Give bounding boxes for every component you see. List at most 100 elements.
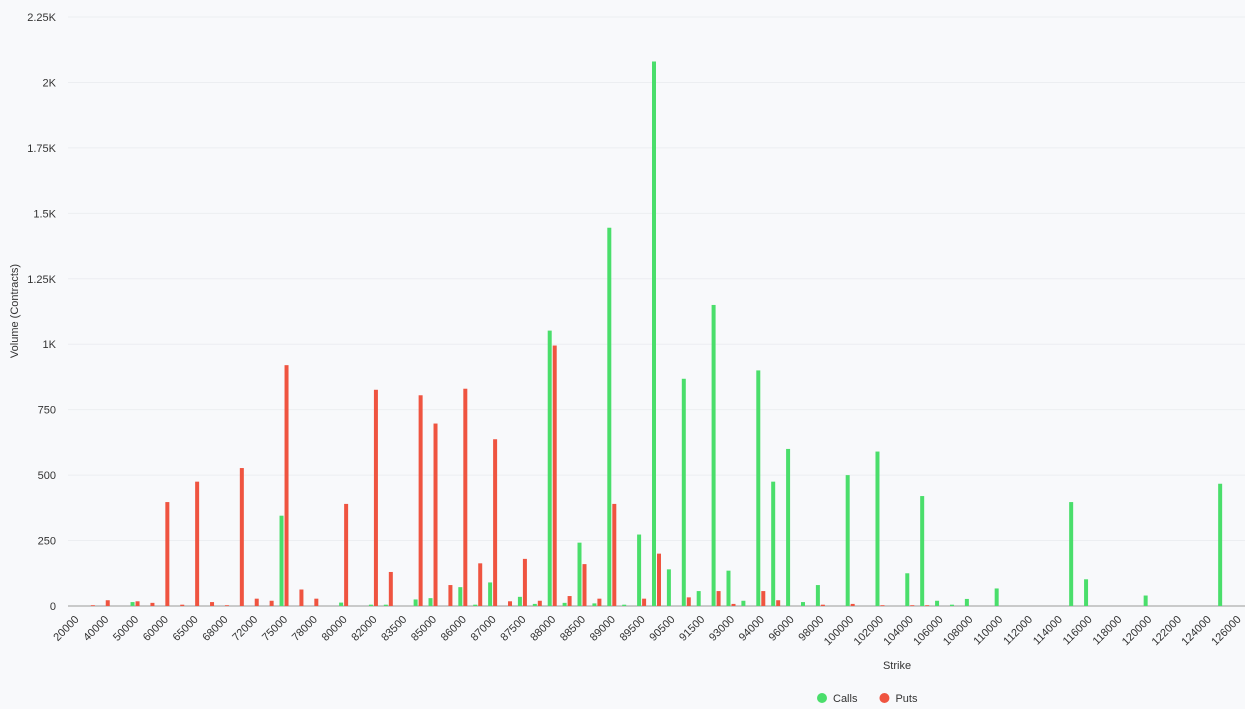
bar [314, 598, 319, 606]
bar [756, 370, 761, 606]
bar [433, 423, 438, 606]
bar [597, 598, 602, 606]
x-tick-label: 83500 [379, 614, 409, 644]
x-tick-label: 100000 [822, 614, 856, 648]
x-tick-label: 122000 [1150, 614, 1184, 648]
bar [567, 596, 572, 606]
x-tick-label: 124000 [1179, 614, 1213, 648]
x-tick-label: 80000 [320, 614, 350, 644]
bar [552, 345, 557, 606]
bar [269, 600, 274, 606]
bar [368, 604, 373, 606]
bar [776, 600, 781, 606]
bar [413, 599, 418, 606]
bar [592, 603, 597, 606]
x-tick-label: 68000 [200, 614, 230, 644]
bar [637, 534, 642, 606]
bar [686, 597, 691, 606]
x-tick-label: 75000 [260, 614, 290, 644]
x-tick-label: 102000 [852, 614, 886, 648]
bar [150, 602, 155, 606]
x-tick-label: 40000 [81, 614, 111, 644]
x-tick-label: 106000 [911, 614, 945, 648]
bar [224, 605, 229, 606]
x-tick-label: 114000 [1031, 614, 1065, 648]
bar [254, 598, 259, 606]
y-tick-label: 2.25K [27, 12, 56, 24]
x-tick-label: 116000 [1061, 614, 1095, 648]
bar [994, 588, 999, 606]
bar [741, 600, 746, 606]
x-tick-label: 60000 [141, 614, 171, 644]
bar [771, 481, 776, 606]
x-tick-label: 87000 [469, 614, 499, 644]
x-tick-label: 118000 [1091, 614, 1125, 648]
y-tick-label: 500 [38, 470, 56, 482]
bar [90, 605, 95, 606]
bar [299, 589, 304, 606]
bar [1143, 595, 1148, 606]
bar [696, 591, 701, 606]
bar [532, 603, 537, 606]
bar [344, 503, 349, 606]
bar [428, 598, 433, 606]
x-tick-label: 72000 [230, 614, 260, 644]
bar [195, 481, 200, 606]
x-tick-label: 110000 [971, 614, 1005, 648]
bar [239, 468, 244, 606]
x-tick-label: 86000 [439, 614, 469, 644]
bar [577, 542, 582, 606]
bar [135, 601, 140, 606]
bar [105, 600, 110, 606]
bar [180, 604, 185, 606]
bar [815, 585, 820, 606]
y-tick-label: 1.5K [33, 208, 56, 220]
bar [517, 596, 522, 606]
bar [448, 585, 453, 606]
bar [383, 604, 388, 606]
y-tick-label: 250 [38, 536, 56, 548]
bar [547, 330, 552, 606]
bar [681, 378, 686, 606]
bar [711, 304, 716, 606]
y-axis-title: Volume (Contracts) [9, 264, 21, 358]
bar [1218, 483, 1223, 606]
bar [130, 602, 135, 606]
bar [850, 603, 855, 606]
legend-label: Puts [895, 693, 918, 705]
x-tick-label: 126000 [1209, 614, 1243, 648]
x-tick-label: 88000 [528, 614, 558, 644]
bar [418, 395, 423, 606]
bar [920, 496, 925, 606]
bar [925, 605, 930, 606]
bar [845, 475, 850, 606]
bar [1084, 579, 1089, 606]
bar [522, 558, 527, 606]
bar [657, 553, 661, 606]
bar [478, 563, 483, 606]
bar [165, 502, 170, 606]
bar [761, 591, 766, 606]
x-tick-label: 104000 [881, 614, 915, 648]
bar [458, 587, 463, 606]
bar [875, 451, 880, 606]
bar [373, 389, 378, 606]
x-tick-label: 91500 [677, 614, 707, 644]
bar [949, 604, 954, 606]
bar [488, 582, 493, 606]
x-tick-label: 89500 [618, 614, 648, 644]
bar [463, 388, 468, 606]
x-tick-label: 93000 [707, 614, 737, 644]
bar [582, 564, 587, 606]
bar [612, 503, 617, 606]
bar [652, 61, 656, 607]
x-tick-label: 88500 [558, 614, 588, 644]
bar [339, 602, 344, 606]
x-tick-label: 120000 [1120, 614, 1154, 648]
legend-marker [879, 693, 890, 703]
bar [716, 591, 721, 606]
bar [493, 439, 498, 606]
bar [1069, 502, 1074, 606]
bar [622, 604, 627, 606]
bar [800, 602, 805, 606]
